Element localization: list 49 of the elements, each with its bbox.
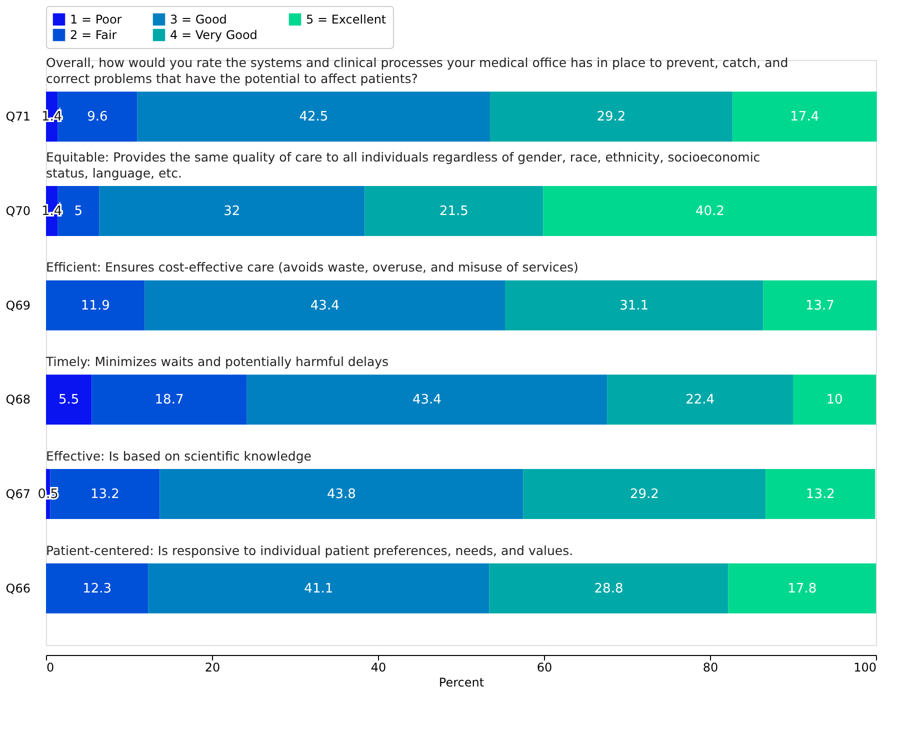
x-tick-label: 40	[370, 660, 386, 674]
annotation: Timely: Minimizes waits and potentially harmful delays	[45, 354, 389, 370]
data-label: 22.4	[686, 392, 715, 408]
data-label: 13.7	[806, 298, 834, 314]
x-tick-label: 20	[204, 660, 220, 674]
data-label: 29.2	[630, 487, 659, 502]
data-label: 17.8	[788, 581, 817, 596]
legend-label: 2 = Fair	[70, 28, 117, 42]
legend-label: 5 = Excellent	[306, 12, 386, 26]
data-label: 43.4	[412, 392, 442, 408]
data-label: 29.2	[596, 110, 626, 125]
data-label: 5.5	[58, 392, 80, 408]
legend-label: 4 = Very Good	[170, 28, 258, 42]
data-label: 13.2	[90, 487, 120, 502]
data-label: 13.2	[806, 487, 835, 502]
legend-label: 3 = Good	[170, 12, 227, 26]
data-label: 5	[74, 204, 83, 219]
data-label: 11.9	[80, 298, 110, 314]
x-tick-label: 80	[702, 660, 718, 674]
x-tick-label: 60	[536, 660, 552, 674]
x-tick-label: 0	[46, 660, 54, 674]
data-label: 40.2	[696, 204, 724, 219]
y-tick-label: Q67	[6, 487, 30, 502]
data-label: 32	[224, 204, 240, 219]
y-tick-label: Q71	[6, 110, 30, 124]
data-label: 21.5	[439, 204, 468, 219]
annotation: Effective: Is based on scientific knowledge	[46, 448, 312, 464]
x-axis-title: Percent	[438, 676, 484, 690]
annotation: Overall, how would you rate the systems and clinical processes your medical office has in place to prevent, catch, and correct problems that have the potential to affect patients?	[46, 55, 788, 86]
data-label: 10	[826, 392, 843, 408]
data-label: 12.3	[82, 581, 112, 596]
data-label: 28.8	[594, 581, 624, 596]
data-label: 9.6	[87, 110, 108, 125]
y-tick-label: Q68	[6, 392, 30, 407]
data-label: 17.4	[790, 110, 820, 125]
data-label: 43.8	[327, 487, 356, 502]
annotation: Efficient: Ensures cost-effective care (avoids waste, overuse, and misuse of services)	[46, 260, 578, 275]
y-tick-label: Q70	[6, 204, 30, 218]
x-tick-label: 100	[854, 660, 876, 674]
data-label: 43.4	[310, 298, 340, 314]
y-tick-label: Q69	[6, 298, 30, 312]
annotation: Equitable: Provides the same quality of care to all individuals regardless of gender, race, ethnicity, socioeconomic status, language, etc.	[46, 149, 760, 180]
annotation: Patient-centered: Is responsive to individual patient preferences, needs, and values.	[46, 542, 574, 558]
y-tick-label: Q66	[6, 581, 30, 596]
data-label: 41.1	[304, 581, 334, 596]
data-label: 31.1	[620, 298, 649, 314]
data-label: 18.7	[154, 392, 184, 408]
legend-label: 1 = Poor	[70, 12, 122, 26]
data-label: 42.5	[299, 110, 328, 125]
